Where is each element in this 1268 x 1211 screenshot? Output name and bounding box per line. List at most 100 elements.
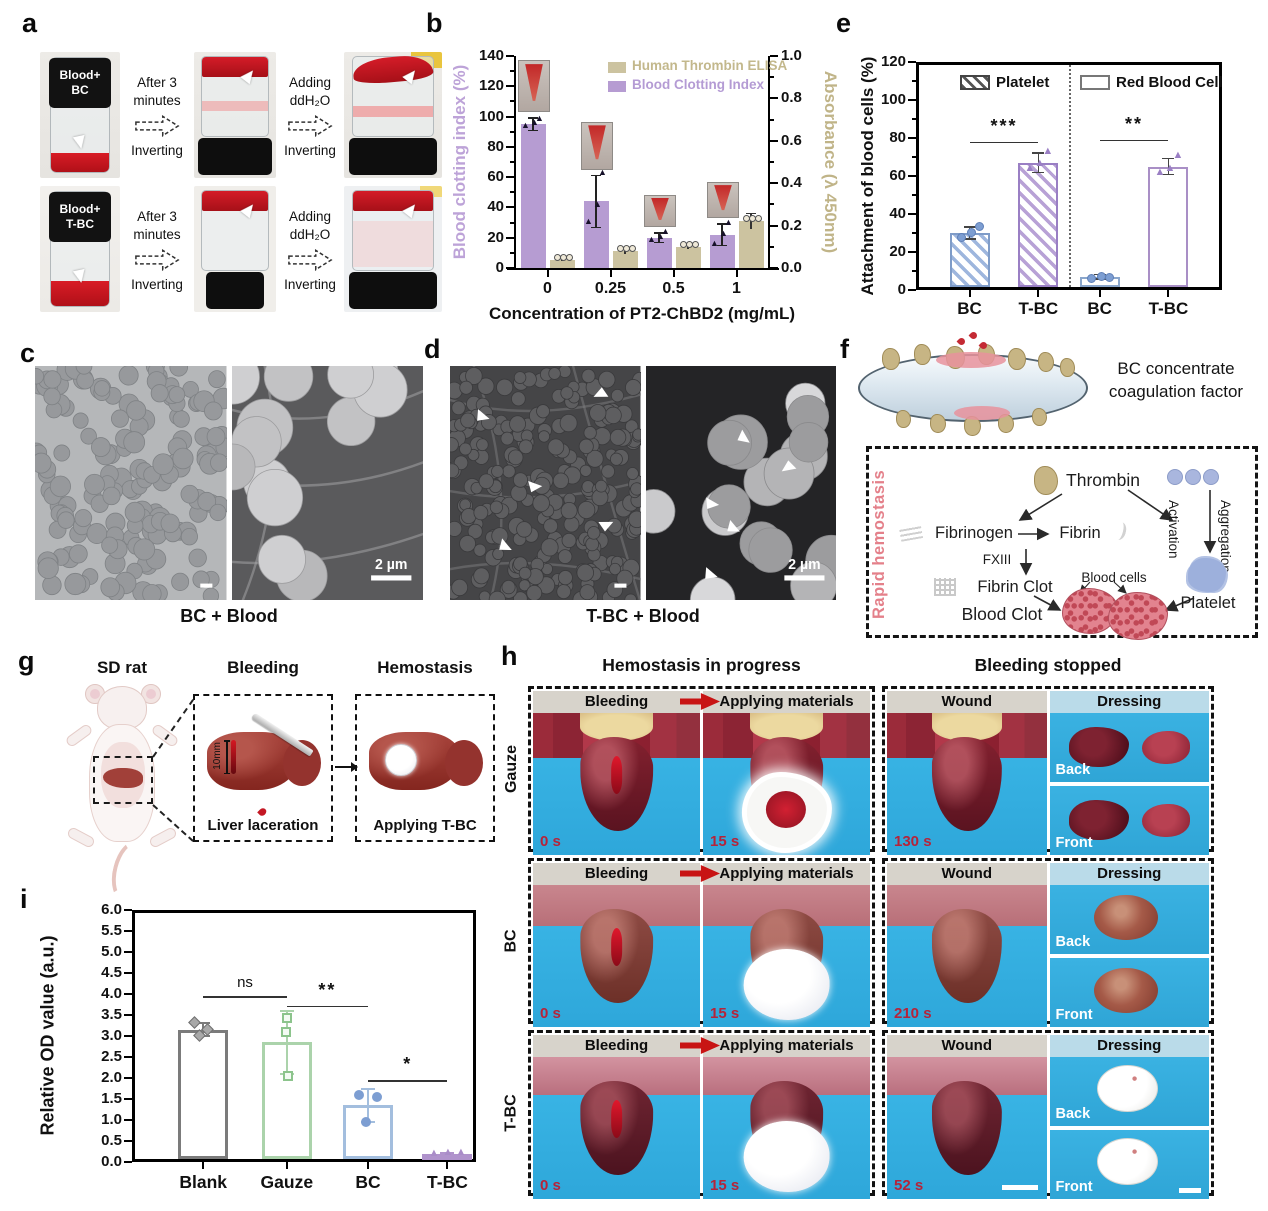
platelet-label: Platelet [1180, 594, 1236, 612]
c-bleeding: Bleeding 0 s [533, 863, 700, 1027]
tick [506, 85, 514, 88]
time-label: 130 s [894, 833, 932, 850]
significance-label: *** [990, 115, 1018, 136]
tick [285, 1162, 288, 1169]
rapid-hemostasis-box [866, 446, 1258, 638]
row-label: T-BC [498, 1030, 526, 1196]
step-text: Adding [288, 74, 332, 90]
significance-label: ** [318, 979, 337, 1000]
tick [908, 175, 916, 177]
dressing-back: Back [1049, 713, 1209, 782]
y-tick-label: 1.5 [101, 1090, 122, 1107]
hemostasis-row-tbc: T-BC Bleeding 0 s Applying materials 15 s Wou… [498, 1030, 1266, 1199]
panel-g-rat-model: SD rat Bleeding Hemostasis 10mm [15, 648, 510, 906]
jar-glass [200, 189, 270, 272]
liver-laceration-label: Liver laceration [207, 817, 319, 834]
step-text: After 3 [137, 208, 177, 224]
x-tick-label: T-BC [1018, 299, 1059, 318]
y-axis-right [768, 56, 770, 270]
tick [770, 182, 778, 185]
time-label: 52 s [894, 1177, 924, 1194]
tick [912, 80, 916, 82]
bar-thrombin-elisa [612, 251, 638, 268]
error-cap [746, 212, 756, 215]
tube-blood-image [525, 64, 543, 101]
dressing-blob [1094, 894, 1158, 941]
tick [366, 1162, 369, 1169]
sd-rat-header: SD rat [96, 658, 148, 677]
data-point-triangle: ▲ [584, 215, 593, 226]
error-cap [963, 226, 976, 228]
panel-label-i: i [20, 884, 28, 914]
jar-cap [198, 137, 272, 176]
data-point-circle [691, 240, 699, 248]
inverted-jar-photo [194, 186, 276, 312]
activated-platelet-icon [1188, 558, 1226, 592]
dashed-arrow-icon [288, 249, 333, 272]
y-tick-label: 5.5 [101, 922, 122, 939]
significance-line [1099, 139, 1169, 142]
fibrin-label: Fibrin [1059, 524, 1101, 542]
plot-frame [916, 62, 1222, 290]
tick [912, 118, 916, 120]
c-bleeding: Bleeding 0 s [533, 1035, 700, 1199]
step-text: ddH₂O [289, 92, 331, 108]
chart-relative-od: 0.0 0.5 1.0 1.5 2.0 2.5 3.0 3.5 4.0 4.5 5.0 5.5 6.0 R… [26, 892, 498, 1210]
tick [912, 270, 916, 272]
data-point-triangle: ▲ [593, 198, 602, 209]
y-axis-title: Relative OD value (a.u.) [37, 935, 58, 1136]
c-applying: Applying materials 15 s [680, 691, 870, 855]
tick [968, 290, 971, 297]
coagulation-factor-icon [914, 344, 931, 365]
clear-diluted-layer [352, 220, 434, 267]
tick [770, 97, 778, 100]
jar-cap [206, 271, 264, 310]
blood-smear [954, 406, 1010, 420]
tick [506, 206, 514, 209]
data-point-circle [353, 1089, 364, 1100]
error-bar [532, 118, 534, 131]
y-tick-label: 4.0 [101, 985, 122, 1002]
dashed-arrow-icon [288, 115, 333, 138]
thrombin-icon [1034, 466, 1058, 495]
blood-liquid [51, 280, 109, 306]
x-tick-label: BC [355, 1172, 381, 1192]
cell-header: Dressing [1049, 863, 1209, 885]
error-cap [591, 174, 601, 177]
vial-label-line1: Blood+ [59, 68, 101, 83]
row-label: BC [498, 858, 526, 1024]
data-point-triangle: ▲ [661, 226, 670, 237]
blood-drop-icon [257, 806, 268, 818]
cell-header: Applying materials [680, 863, 870, 885]
tick [609, 270, 612, 277]
step-text: minutes [133, 92, 181, 108]
significance-label: ** [1125, 113, 1144, 134]
bleeding-cut [610, 1099, 623, 1138]
dressing-side-label: Front [1055, 835, 1093, 851]
photo-bleeding: 0 s [533, 713, 700, 855]
liver-laceration-box: 10mm Liver laceration [193, 694, 333, 842]
cell-header: Wound [887, 863, 1047, 885]
c-bleeding: Bleeding 0 s [533, 691, 700, 855]
bc-caption-line1: BC concentrate [1117, 359, 1235, 378]
vial-label-line1: Blood+ [59, 202, 101, 217]
tick [124, 1035, 132, 1037]
y-tick-label: 0 [897, 281, 906, 298]
y-tick-label: 0.0 [101, 1153, 122, 1170]
tick [770, 161, 774, 163]
error-bar [446, 1152, 449, 1157]
y-tick-label: 0.5 [101, 1132, 122, 1149]
fat-tissue [579, 713, 654, 742]
y-tick-label: 4.5 [101, 964, 122, 981]
x-tick-label: 0 [543, 280, 552, 297]
clotting-row-bc: Blood+ BC After 3 minutes Inverting [18, 52, 446, 178]
tube-photo-inset [707, 182, 739, 219]
y-tick-label: 0 [495, 259, 504, 276]
tick [908, 289, 916, 291]
tick [510, 191, 514, 194]
incision-length-label: 10mm [212, 742, 223, 770]
panel-label-c: c [20, 338, 36, 368]
step-arrow-block: After 3 minutes Inverting [124, 190, 190, 312]
legend-swatch-platelet [960, 75, 990, 90]
time-label: 210 s [894, 1005, 932, 1022]
